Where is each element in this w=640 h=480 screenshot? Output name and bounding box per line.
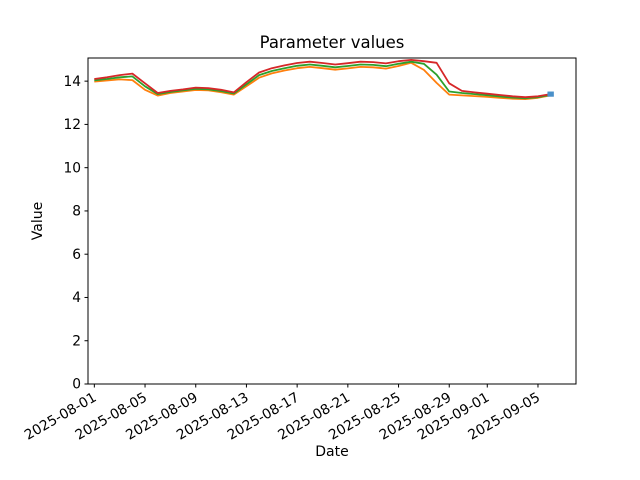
y-tick-label: 2 — [72, 333, 81, 349]
series-line-green — [94, 60, 551, 100]
series-line-red — [94, 59, 551, 99]
y-tick-label: 4 — [72, 290, 81, 306]
y-tick-label: 10 — [63, 160, 81, 176]
y-tick-label: 14 — [63, 74, 81, 90]
endpoint-marker — [547, 91, 554, 97]
y-tick-label: 8 — [72, 204, 81, 220]
series-line-orange — [94, 61, 551, 100]
axes-spines — [87, 57, 577, 385]
y-tick-label: 6 — [72, 247, 81, 263]
y-tick-label: 0 — [72, 377, 81, 393]
chart-title: Parameter values — [259, 33, 405, 52]
x-axis-label: Date — [315, 444, 349, 460]
y-tick-label: 12 — [63, 117, 81, 133]
